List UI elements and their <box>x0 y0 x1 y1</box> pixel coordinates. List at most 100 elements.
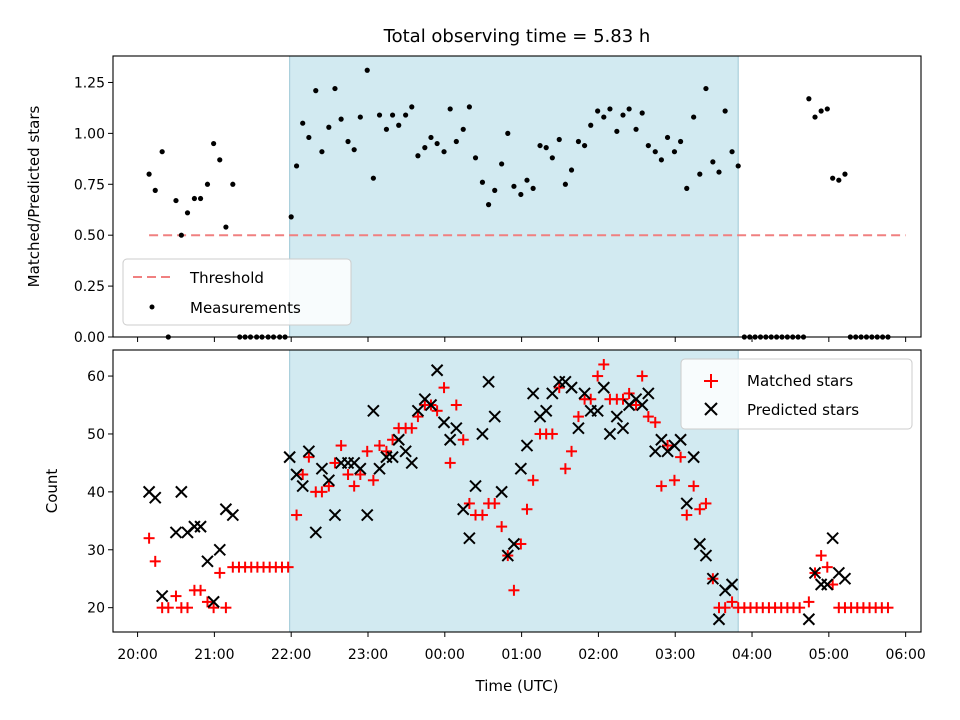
measurement-point <box>830 175 836 181</box>
measurement-point <box>230 181 236 187</box>
bottom-y-axis-label: Count <box>43 469 61 514</box>
predicted-star-point <box>367 404 380 418</box>
measurement-point <box>842 171 848 177</box>
legend-predicted-swatch <box>704 402 718 416</box>
measurement-point <box>300 120 306 126</box>
measurement-point <box>691 114 697 120</box>
predicted-star-point <box>725 578 739 591</box>
y-tick-label: 1.00 <box>74 126 105 142</box>
matched-star-point <box>143 532 155 544</box>
matched-star-point <box>170 590 182 602</box>
matched-star-point <box>431 405 443 417</box>
matched-star-point <box>726 596 738 608</box>
matched-star-point <box>195 584 207 596</box>
measurement-point <box>499 161 505 167</box>
matched-star-point <box>367 474 379 486</box>
matched-star-point <box>214 567 226 579</box>
matched-star-point <box>354 468 366 480</box>
measurement-point <box>370 175 376 181</box>
matched-star-point <box>387 434 399 446</box>
predicted-star-point <box>687 450 700 464</box>
measurement-points <box>146 67 891 340</box>
measurement-point <box>319 149 325 155</box>
measurement-point <box>466 104 472 110</box>
matched-star-point <box>559 463 571 475</box>
matched-star-point <box>463 497 475 509</box>
measurement-point <box>376 112 383 118</box>
matched-star-point <box>412 411 424 423</box>
measurement-point <box>633 126 639 132</box>
matched-star-point <box>348 480 360 492</box>
predicted-star-point <box>322 474 336 487</box>
predicted-star-point <box>315 462 329 475</box>
legend-predicted-label: Predicted stars <box>747 401 859 419</box>
predicted-star-point <box>821 578 834 591</box>
measurement-point <box>326 124 332 130</box>
measurement-point <box>588 122 594 128</box>
predicted-star-point <box>655 433 668 446</box>
x-tick-label: 00:00 <box>425 647 465 663</box>
predicted-star-point <box>328 508 342 522</box>
predicted-star-point <box>526 387 540 400</box>
measurement-point <box>824 106 830 112</box>
legend-measurements-swatch <box>149 304 155 310</box>
matched-star-point <box>335 440 347 452</box>
predicted-star-point <box>591 404 604 418</box>
predicted-star-point <box>706 572 720 585</box>
measurement-point <box>537 142 543 149</box>
measurement-point <box>729 149 735 155</box>
y-tick-label: 60 <box>87 369 105 385</box>
measurement-point <box>197 195 204 202</box>
predicted-star-point <box>411 404 425 418</box>
matched-star-point <box>438 382 450 394</box>
matched-star-point <box>668 474 680 486</box>
measurement-point <box>601 114 607 120</box>
y-tick-label: 1.25 <box>74 75 105 91</box>
measurement-point <box>581 142 588 149</box>
predicted-star-point <box>616 421 630 435</box>
predicted-star-point <box>603 427 617 441</box>
measurement-point <box>626 106 632 112</box>
matched-star-point <box>282 561 294 573</box>
legend-matched-swatch <box>704 374 718 388</box>
measurement-point <box>568 167 575 173</box>
matched-star-point <box>598 358 610 370</box>
bottom-y-ticks: 20 30 40 50 60 <box>87 369 113 617</box>
predicted-star-point <box>476 427 489 441</box>
measurement-point <box>191 195 198 202</box>
measurement-point <box>428 134 434 141</box>
top-legend: Threshold Measurements <box>122 258 352 326</box>
measurement-point <box>658 157 664 163</box>
measurement-point <box>313 88 319 94</box>
predicted-star-point <box>565 381 578 394</box>
predicted-star-point <box>430 364 444 377</box>
measurement-point <box>306 134 312 141</box>
measurement-point <box>472 155 479 161</box>
measurement-point <box>812 114 818 120</box>
predicted-star-point <box>501 549 514 562</box>
matched-star-point <box>450 399 462 411</box>
predicted-star-point <box>463 531 476 545</box>
matched-star-point <box>182 602 194 614</box>
predicted-star-point <box>469 479 482 493</box>
y-tick-label: 50 <box>87 427 105 443</box>
matched-star-point <box>508 584 520 596</box>
measurement-point <box>460 126 466 132</box>
predicted-star-point <box>309 526 322 539</box>
predicted-star-point <box>450 421 463 435</box>
predicted-star-point <box>361 508 374 522</box>
measurement-point <box>389 112 396 118</box>
matched-star-point <box>566 445 578 457</box>
matched-star-point <box>476 509 488 521</box>
measurement-point <box>595 108 601 114</box>
predicted-star-point <box>213 543 226 556</box>
predicted-star-point <box>546 387 559 400</box>
matched-star-point <box>827 579 839 591</box>
measurement-point <box>562 181 568 187</box>
measurement-point <box>607 106 613 112</box>
bottom-legend-box <box>680 358 913 430</box>
x-tick-label: 23:00 <box>348 647 388 663</box>
predicted-star-point <box>155 589 169 603</box>
measurement-point <box>338 116 344 122</box>
